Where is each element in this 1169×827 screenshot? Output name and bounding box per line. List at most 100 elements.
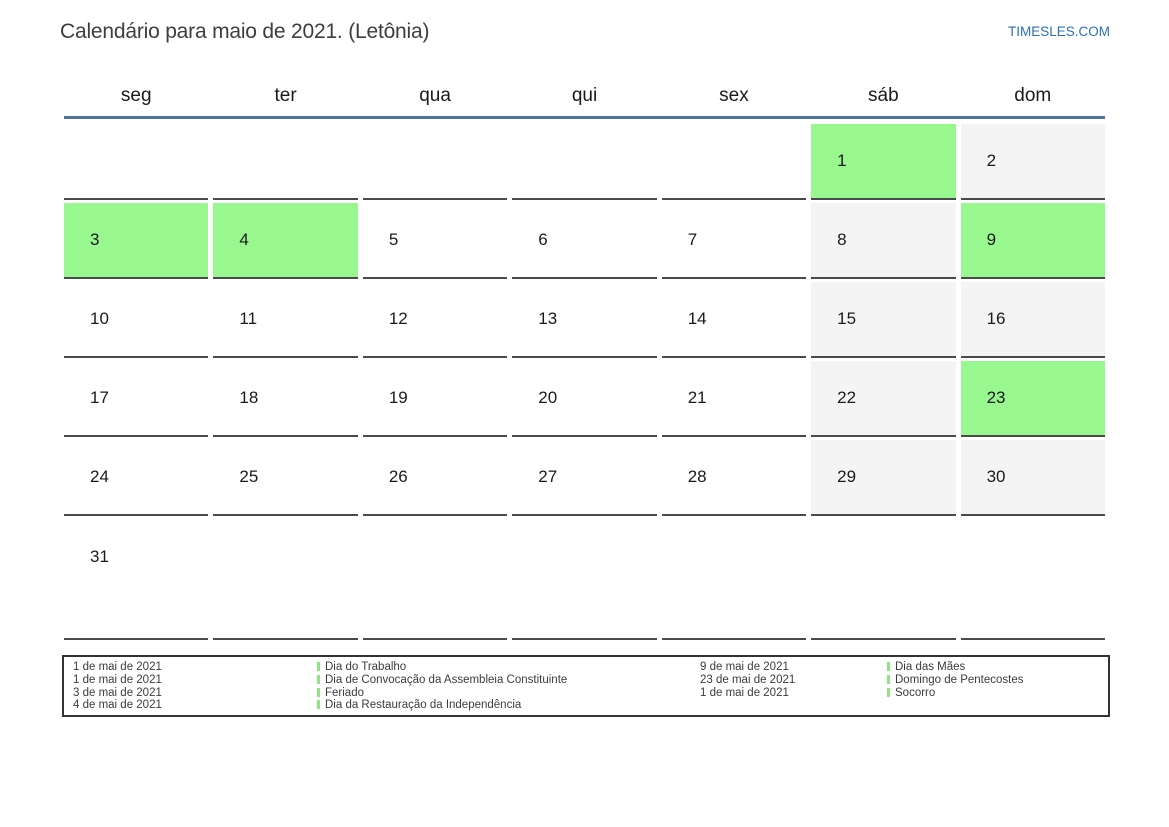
holiday-marker-icon (317, 700, 320, 710)
day-number: 2 (986, 151, 997, 170)
day-cell-3: 3 (64, 203, 209, 279)
day-cell-empty (512, 519, 657, 640)
holiday-marker-icon (887, 687, 890, 697)
day-cell-empty (362, 124, 508, 200)
day-cell-empty (811, 519, 956, 640)
legend-holiday-name: Feriado (317, 687, 700, 700)
day-number: 3 (90, 230, 100, 249)
day-cell-17: 17 (64, 361, 209, 437)
day-number: 6 (538, 230, 548, 249)
holiday-marker-icon (887, 662, 890, 671)
day-cell-12: 12 (362, 282, 508, 358)
day-number: 23 (986, 388, 1006, 407)
weekday-header: dom (1014, 85, 1052, 106)
day-number: 29 (837, 467, 857, 486)
weekday-header: qua (419, 85, 451, 106)
day-number: 21 (687, 388, 707, 407)
day-number: 8 (837, 230, 847, 249)
legend-names-column: Dia das Mães Domingo de Pentecostes Socorr… (887, 661, 1108, 712)
day-number: 9 (986, 230, 997, 249)
day-number: 10 (90, 309, 109, 328)
holiday-name-text: Feriado (325, 686, 364, 699)
holiday-date-text: 23 de mai de 2021 (700, 673, 796, 686)
day-cell-15: 15 (811, 282, 956, 358)
day-cell-13: 13 (512, 282, 657, 358)
day-cell-empty (64, 124, 209, 200)
legend-date: 1 de mai de 2021 (73, 661, 317, 674)
holiday-date-text: 1 de mai de 2021 (73, 673, 162, 686)
day-number: 26 (388, 467, 408, 486)
legend-date: 4 de mai de 2021 (73, 699, 317, 712)
day-number: 25 (239, 467, 259, 486)
weekday-header: seg (120, 85, 152, 106)
legend-names-column: Dia do Trabalho Dia de Convocação da Asse… (317, 661, 700, 712)
holiday-marker-icon (317, 674, 320, 684)
day-number: 28 (687, 467, 707, 486)
day-cell-29: 29 (811, 440, 956, 516)
day-number: 5 (388, 230, 399, 249)
timesles-link[interactable]: TIMESLES.COM (1007, 24, 1110, 39)
day-cell-24: 24 (64, 440, 209, 516)
holiday-name-text: Socorro (895, 686, 936, 699)
calendar-grid: 1 2 3 4 5 6 7 8 9 10 11 12 13 14 15 16 17 18 19 20 21 22 23 24 2… (64, 124, 1105, 640)
holiday-date-text: 1 de mai de 2021 (73, 661, 162, 673)
calendar: seg ter qua qui sex sáb dom 1 2 3 4 5 6 7 8 9 10 11 12 13 1… (64, 85, 1105, 640)
legend-holiday-name: Dia de Convocação da Assembleia Constitu… (317, 674, 700, 687)
day-cell-5: 5 (362, 203, 508, 279)
day-cell-19: 19 (362, 361, 508, 437)
day-number: 20 (538, 388, 558, 407)
day-number: 24 (90, 467, 109, 486)
holiday-name-text: Dia de Convocação da Assembleia Constitu… (325, 673, 568, 686)
day-number: 27 (538, 467, 558, 486)
day-number: 7 (687, 230, 698, 249)
day-cell-10: 10 (64, 282, 209, 358)
day-number: 13 (538, 309, 558, 328)
day-cell-11: 11 (213, 282, 358, 358)
weekday-header: ter (274, 85, 297, 106)
day-cell-7: 7 (661, 203, 807, 279)
day-cell-8: 8 (811, 203, 956, 279)
day-cell-empty (661, 519, 807, 640)
weekday-header: sex (719, 85, 749, 106)
day-cell-18: 18 (213, 361, 358, 437)
day-cell-25: 25 (213, 440, 358, 516)
day-number: 11 (239, 309, 258, 328)
holiday-legend: 1 de mai de 2021 1 de mai de 2021 3 de mai… (62, 655, 1110, 717)
day-number: 15 (837, 309, 857, 328)
weekday-header-row: seg ter qua qui sex sáb dom (64, 85, 1105, 116)
holiday-date-text: 3 de mai de 2021 (73, 686, 162, 699)
week-row: 17 18 19 20 21 22 23 (64, 361, 1105, 437)
legend-holiday-name: Dia das Mães (887, 661, 1108, 674)
week-row: 3 4 5 6 7 8 9 (64, 203, 1105, 279)
holiday-date-text: 1 de mai de 2021 (700, 686, 789, 699)
day-cell-23: 23 (960, 361, 1105, 437)
day-cell-empty (213, 124, 358, 200)
day-number: 12 (388, 309, 408, 328)
legend-dates-column: 9 de mai de 2021 23 de mai de 2021 1 de ma… (700, 661, 887, 712)
day-cell-empty (661, 124, 807, 200)
day-cell-16: 16 (960, 282, 1105, 358)
day-cell-1: 1 (811, 124, 956, 200)
day-cell-6: 6 (512, 203, 657, 279)
day-number: 31 (90, 547, 109, 566)
weekday-header: qui (571, 85, 598, 106)
holiday-marker-icon (317, 687, 320, 697)
day-number: 18 (239, 388, 259, 407)
day-cell-27: 27 (512, 440, 657, 516)
day-cell-4: 4 (213, 203, 358, 279)
day-number: 1 (837, 151, 847, 170)
holiday-name-text: Dia do Trabalho (325, 661, 407, 673)
day-cell-empty (362, 519, 508, 640)
holiday-name-text: Dia da Restauração da Independência (325, 699, 522, 712)
day-cell-2: 2 (960, 124, 1105, 200)
page-title: Calendário para maio de 2021. (Letônia) (60, 20, 430, 43)
day-number: 4 (239, 230, 249, 249)
legend-dates-column: 1 de mai de 2021 1 de mai de 2021 3 de mai… (73, 661, 317, 712)
week-row: 24 25 26 27 28 29 30 (64, 440, 1105, 516)
header-divider-line (64, 116, 1105, 119)
day-number: 22 (837, 388, 857, 407)
day-cell-empty (960, 519, 1105, 640)
day-cell-empty (213, 519, 358, 640)
